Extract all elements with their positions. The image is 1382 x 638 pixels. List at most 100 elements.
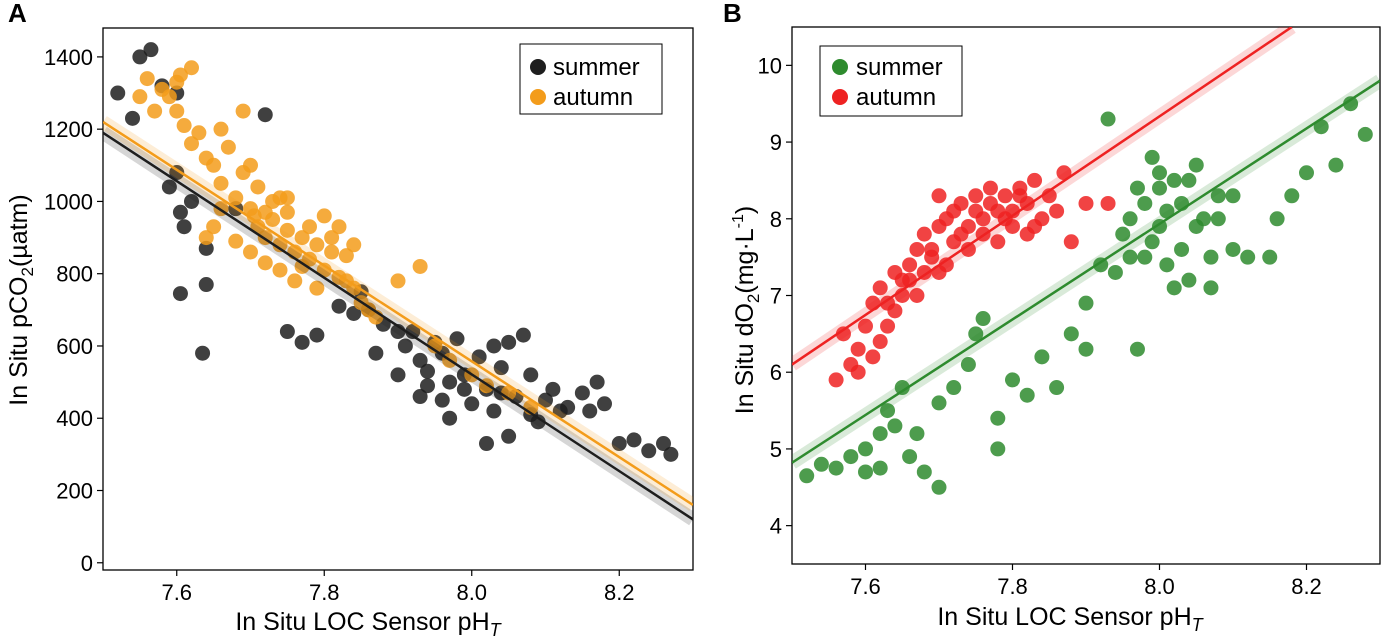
- panel-b-autumn-point-19: [968, 188, 984, 204]
- panel-a-summer-point-12: [195, 345, 211, 361]
- panel-a-autumn-point-2: [147, 103, 163, 119]
- panel-b-summer-point-3: [843, 449, 859, 465]
- panel-b-autumn-point-30: [1078, 195, 1094, 211]
- panel-a-summer-point-36: [471, 349, 487, 365]
- panel-a-autumn-point-35: [390, 273, 406, 289]
- panel-a-summer-point-27: [405, 324, 421, 340]
- panel-b-summer-point-59: [1129, 180, 1145, 196]
- panel-a-autumn-point-8: [184, 136, 199, 152]
- panel-a-summer-point-3: [143, 42, 159, 58]
- panel-a-y-tick-label: 0: [81, 551, 93, 576]
- panel-b-summer-point-52: [1313, 119, 1329, 135]
- panel-a-summer-point-9: [184, 193, 199, 209]
- panel-b-autumn-point-38: [960, 241, 976, 257]
- panel-b-y-tick-label: 9: [770, 130, 782, 155]
- panel-a-summer-point-40: [501, 334, 517, 350]
- panel-a-autumn-point-37: [427, 338, 443, 354]
- panel-a-autumn-point-59: [346, 237, 362, 253]
- panel-b-autumn-point-55: [850, 364, 866, 380]
- panel-a-summer-point-11: [172, 286, 188, 302]
- panel-b-y-axis-close: ): [731, 206, 759, 214]
- panel-a-autumn-point-24: [294, 230, 310, 246]
- panel-a-autumn-point-13: [220, 139, 236, 155]
- panel-b-summer-point-50: [1284, 188, 1300, 204]
- panel-b-autumn-point-45: [1063, 234, 1079, 250]
- panel-a-summer-point-61: [442, 410, 458, 426]
- panel-a-summer-point-60: [390, 367, 406, 383]
- panel-b-autumn-point-57: [880, 318, 896, 334]
- panel-a-legend-marker-autumn: [530, 89, 546, 105]
- panel-a-y-tick-label: 1400: [44, 45, 93, 70]
- panel-a-autumn-point-52: [213, 121, 229, 137]
- panel-b-summer-point-55: [1357, 126, 1373, 142]
- panel-b-x-axis-sub: T: [1192, 615, 1205, 635]
- panel-b-autumn-point-51: [982, 195, 998, 211]
- panel-a-summer-point-33: [449, 331, 465, 347]
- panel-a-x-axis-sub: T: [490, 620, 503, 638]
- panel-b-summer-point-14: [931, 479, 947, 495]
- panel-a-summer-point-69: [486, 338, 502, 354]
- panel-a-autumn-point-12: [213, 175, 229, 191]
- panel-a-autumn-point-50: [272, 262, 288, 278]
- panel-b-summer-point-15: [931, 395, 947, 411]
- panel-b-summer-point-32: [1122, 211, 1138, 227]
- panel-a-x-tick-label: 7.6: [161, 580, 192, 605]
- panel-b-summer-point-28: [1078, 341, 1094, 357]
- panel-a-autumn-point-48: [243, 244, 258, 260]
- panel-a-autumn-point-60: [235, 103, 251, 119]
- panel-b-summer-point-39: [1166, 172, 1182, 188]
- panel-b-autumn-point-10: [902, 257, 918, 273]
- panel-a-legend: summer autumn: [519, 43, 663, 115]
- panel-b-y-axis-label: In Situ dO: [731, 303, 759, 414]
- panel-b-autumn-point-27: [1027, 172, 1043, 188]
- panel-b-summer-point-22: [1005, 372, 1020, 388]
- panel-a-autumn-point-58: [331, 219, 347, 235]
- panel-a-summer-point-52: [656, 436, 671, 452]
- panel-b-summer-point-21: [990, 441, 1006, 457]
- panel-a-autumn-point-45: [198, 230, 214, 246]
- panel-a-summer-point-17: [279, 324, 295, 340]
- panel-b-summer-point-23: [1019, 387, 1035, 403]
- panel-b-summer-point-0: [799, 468, 815, 484]
- panel-b-y-axis-sup: -1: [730, 214, 747, 228]
- panel-b-summer-point-11: [902, 449, 918, 465]
- panel-b-summer-point-41: [1181, 272, 1197, 288]
- panel-a-y-ticks: 0 200 400 600 800 1000 1200 1400: [44, 45, 103, 576]
- panel-b-points: [799, 96, 1373, 495]
- panel-b-summer-point-4: [858, 441, 873, 457]
- panel-a-autumn-point-49: [257, 255, 273, 271]
- panel-a-summer-point-7: [172, 204, 188, 220]
- panel-b-summer-point-48: [1262, 249, 1278, 265]
- panel-a-summer-point-57: [479, 436, 494, 452]
- panel-a-summer-fit-line: [103, 131, 693, 521]
- panel-a-summer-point-64: [456, 381, 472, 397]
- panel-b-summer-point-64: [1225, 188, 1241, 204]
- panel-b-autumn-point-33: [887, 303, 903, 319]
- panel-a-summer-point-48: [597, 396, 612, 412]
- panel-b-summer-point-57: [1166, 280, 1182, 296]
- panel-a-x-tick-label: 8.0: [456, 580, 487, 605]
- panel-b-autumn-point-31: [1100, 195, 1116, 211]
- panel-a-summer-point-28: [412, 352, 428, 368]
- panel-b-x-tick-label: 7.6: [850, 574, 881, 599]
- panel-b-summer-point-38: [1159, 203, 1175, 219]
- panel-b-y-tick-label: 5: [770, 437, 782, 462]
- panel-b-autumn-point-21: [982, 180, 998, 196]
- panel-b-summer-point-69: [1144, 149, 1160, 165]
- panel-a-autumn-point-51: [287, 273, 303, 289]
- panel-b-summer-point-58: [1203, 280, 1219, 296]
- panel-b-autumn-point-0: [828, 372, 844, 388]
- panel-a-autumn-point-7: [176, 118, 192, 134]
- panel-b-summer-point-62: [1188, 218, 1204, 234]
- panel-a-autumn-point-0: [132, 89, 148, 105]
- panel-b-autumn-fit-line: [792, 27, 1293, 366]
- panel-b-summer-point-27: [1078, 295, 1094, 311]
- panel-a-summer-point-2: [132, 49, 148, 65]
- panel-b-summer-point-2: [828, 460, 844, 476]
- panel-b-summer-point-36: [1152, 180, 1167, 196]
- panel-b-x-axis-label: In Situ LOC Sensor pH: [937, 603, 1191, 631]
- panel-b-summer-point-20: [990, 410, 1006, 426]
- panel-a-y-tick-label: 400: [56, 406, 93, 431]
- panel-b-summer-fit-line: [792, 79, 1380, 464]
- panel-a-autumn-point-65: [279, 190, 295, 206]
